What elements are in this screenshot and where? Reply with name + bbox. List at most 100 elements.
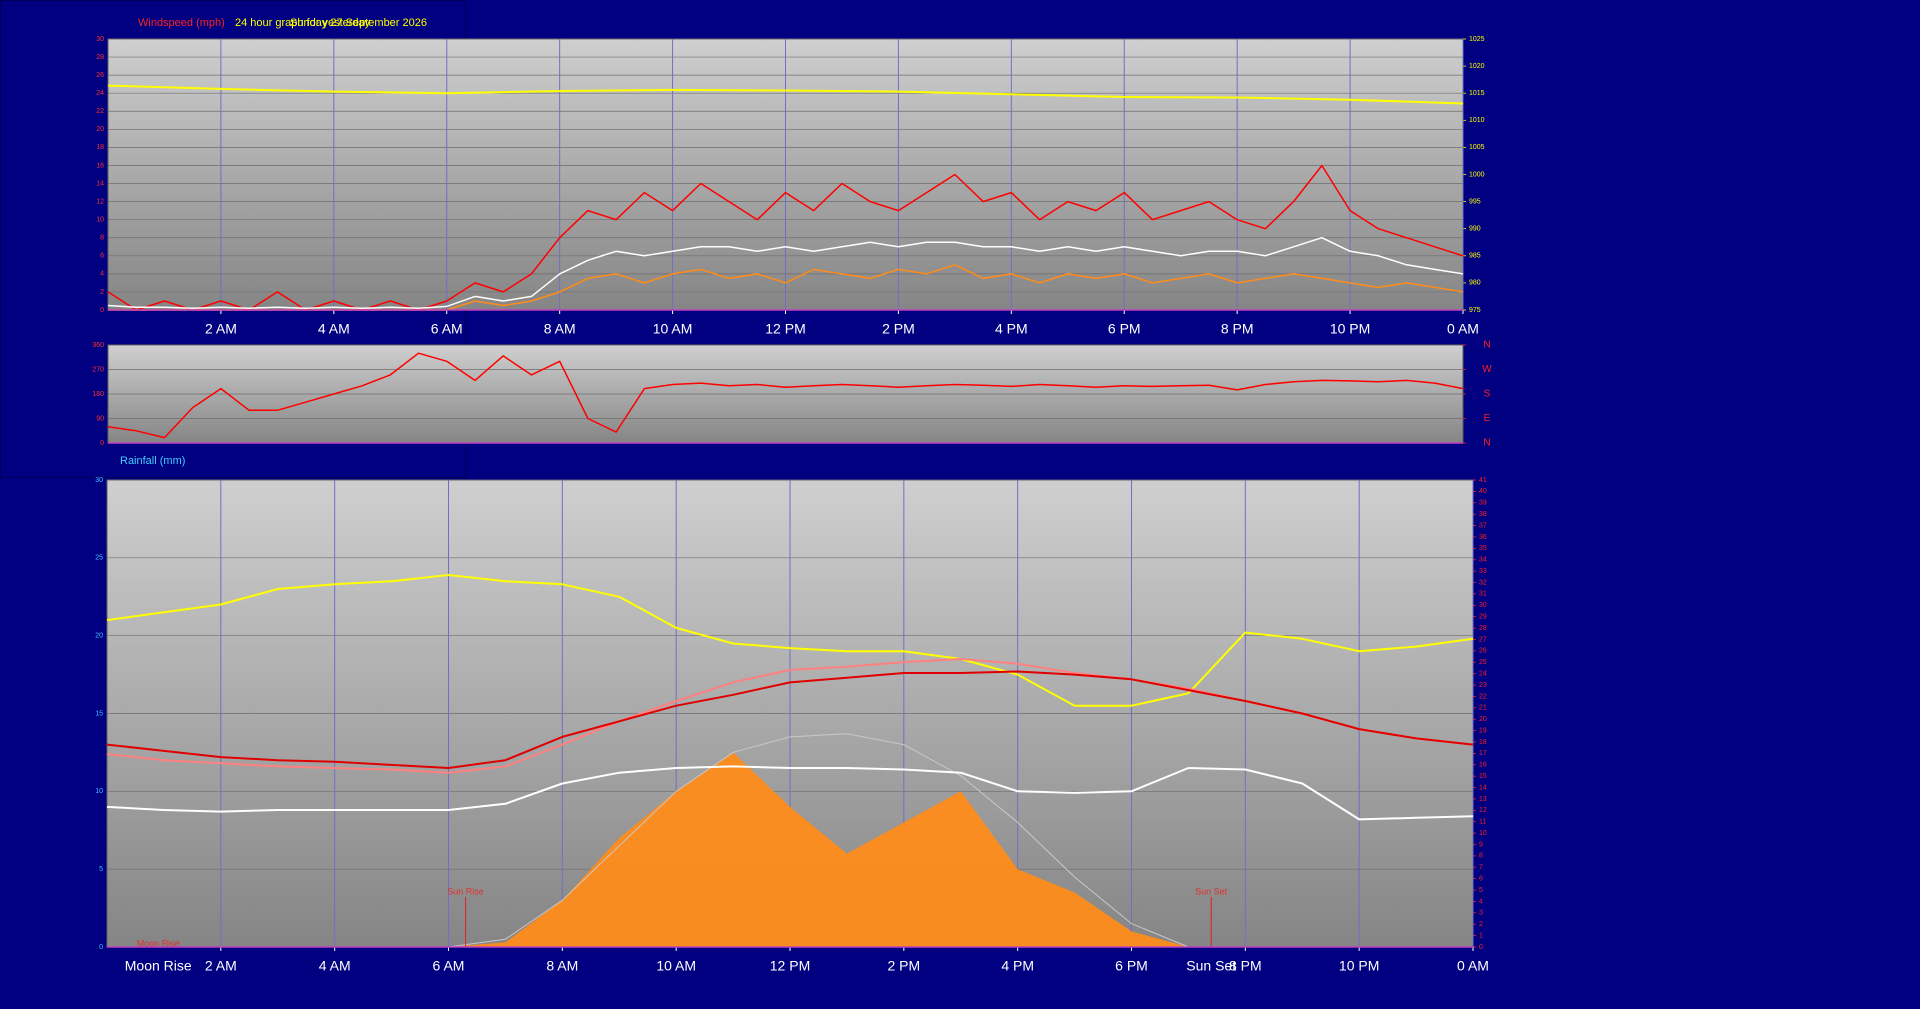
y-tick-label: 28 [96,54,104,61]
y2-tick-label: 33 [1479,568,1487,575]
y2-tick-label: 985 [1469,253,1481,260]
x-tick-label: 8 PM [1221,321,1254,337]
x-tick-label: 6 PM [1108,321,1141,337]
line [106,574,1474,707]
x-tick-label: 6 PM [1115,958,1148,974]
x-tick-label: 8 AM [544,321,576,337]
y2-tick-label: 0 [1479,944,1483,951]
event-axis-label: Sun Set [1186,958,1236,974]
line [106,765,1474,821]
line [107,84,1464,105]
y2-tick-label: 27 [1479,636,1487,643]
y-tick-label: 22 [96,108,104,115]
y2-tick-label: 32 [1479,579,1487,586]
y2-tick-label: 975 [1469,307,1481,314]
y-tick-label: 14 [96,180,104,187]
y2-tick-label: 1015 [1469,90,1485,97]
x-tick-label: 12 PM [765,321,805,337]
y-tick-label: 18 [96,144,104,151]
y-tick-label: 0 [99,944,103,951]
x-tick-label: 12 PM [770,958,810,974]
y-tick-label: 16 [96,162,104,169]
y2-tick-label: 35 [1479,545,1487,552]
y2-tick-label: 13 [1479,796,1487,803]
y2-tick-label: 29 [1479,614,1487,621]
y2-tick-label: 39 [1479,500,1487,507]
x-tick-label: 10 AM [656,958,696,974]
x-tick-label: 4 AM [318,321,350,337]
y2-tick-label: 18 [1479,739,1487,746]
x-tick-label: 10 AM [653,321,693,337]
y2-tick-label: 1 [1479,932,1483,939]
y-tick-label: 20 [96,126,104,133]
x-tick-label: 6 AM [431,321,463,337]
line [106,670,1474,769]
y2-tick-label: E [1484,413,1491,424]
y2-tick-label: 28 [1479,625,1487,632]
y-tick-label: 2 [100,289,104,296]
line [107,352,1464,439]
area [107,752,1473,947]
y2-tick-label: 31 [1479,591,1487,598]
y-tick-label: 6 [100,253,104,260]
y-tick-label: 360 [92,342,104,349]
y2-tick-label: 1005 [1469,144,1485,151]
y2-tick-label: 1025 [1469,36,1485,43]
y-tick-label: 12 [96,198,104,205]
y-tick-label: 90 [96,415,104,422]
event-label: Moon Rise [137,938,180,948]
chart-title: Windspeed (mph) [138,17,225,29]
y2-tick-label: 24 [1479,670,1487,677]
y-tick-label: 5 [99,866,103,873]
y-tick-label: 180 [92,391,104,398]
y2-tick-label: S [1484,389,1491,400]
y2-tick-label: 8 [1479,853,1483,860]
y2-tick-label: 17 [1479,750,1487,757]
y-tick-label: 10 [95,788,103,795]
x-tick-label: 2 PM [882,321,915,337]
y-tick-label: 24 [96,90,104,97]
event-label: Sun Rise [447,886,484,896]
y2-tick-label: 26 [1479,648,1487,655]
y2-tick-label: 2 [1479,921,1483,928]
y-tick-label: 4 [100,271,104,278]
y2-tick-label: N [1483,438,1490,449]
x-tick-label: 0 AM [1457,958,1489,974]
y2-tick-label: 30 [1479,602,1487,609]
y2-tick-label: 11 [1479,819,1486,826]
y-tick-label: 26 [96,72,104,79]
x-tick-label: 4 PM [995,321,1028,337]
event-label: Sun Set [1195,886,1228,896]
y2-tick-label: 21 [1479,705,1487,712]
y-tick-label: 30 [96,36,104,43]
x-tick-label: 6 AM [433,958,465,974]
y2-tick-label: 38 [1479,511,1487,518]
y2-tick-label: 9 [1479,841,1483,848]
x-tick-label: 4 AM [319,958,351,974]
x-tick-label: 10 PM [1339,958,1379,974]
y-tick-label: 8 [100,235,104,242]
y2-tick-label: 19 [1479,727,1487,734]
y2-tick-label: 10 [1479,830,1487,837]
y2-tick-label: 4 [1479,898,1483,905]
y2-tick-label: 15 [1479,773,1487,780]
y-tick-label: 20 [95,633,103,640]
x-tick-label: 8 PM [1229,958,1262,974]
line [107,236,1464,309]
y2-tick-label: N [1483,340,1490,351]
y2-tick-label: 980 [1469,280,1481,287]
y2-tick-label: 3 [1479,910,1483,917]
y2-tick-label: 14 [1479,784,1487,791]
y2-tick-label: 7 [1479,864,1483,871]
chart-subtitle: 24 hour graph for yesterday [235,17,371,29]
line [107,164,1464,311]
y2-tick-label: 37 [1479,522,1487,529]
x-tick-label: 2 AM [205,321,237,337]
x-tick-label: 0 AM [1447,321,1479,337]
y2-tick-label: 5 [1479,887,1483,894]
y2-tick-label: 41 [1479,477,1487,484]
y2-tick-label: 995 [1469,198,1481,205]
y2-tick-label: 36 [1479,534,1487,541]
y2-tick-label: 34 [1479,557,1487,564]
